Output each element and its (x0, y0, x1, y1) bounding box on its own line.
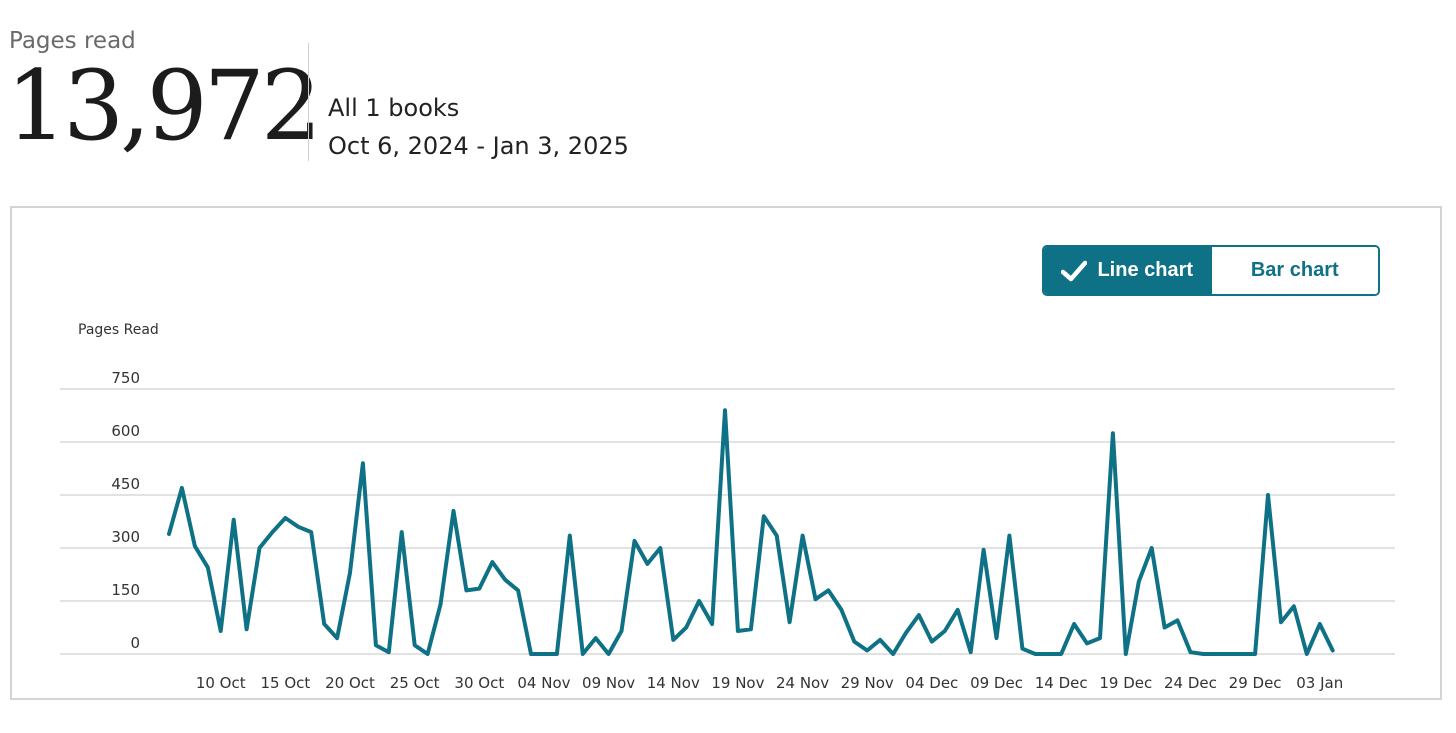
bar-chart-button[interactable]: Bar chart (1210, 247, 1378, 294)
y-tick-label: 150 (111, 581, 140, 599)
line-chart-label: Line chart (1097, 259, 1194, 281)
y-tick-label: 600 (111, 422, 140, 440)
check-icon (1061, 260, 1088, 281)
x-tick-labels: 10 Oct 15 Oct 20 Oct 25 Oct 30 Oct 04 Nov 09 N… (196, 674, 1343, 692)
total-pages-value: 13,972 (6, 50, 322, 162)
x-tick-label: 04 Nov (517, 674, 570, 692)
x-tick-label: 29 Nov (841, 674, 894, 692)
x-tick-label: 24 Nov (776, 674, 829, 692)
x-tick-label: 29 Dec (1229, 674, 1282, 692)
x-tick-label: 14 Dec (1035, 674, 1088, 692)
y-tick-labels: 0 150 300 450 600 750 (111, 369, 140, 652)
x-tick-label: 09 Nov (582, 674, 635, 692)
x-tick-label: 14 Nov (647, 674, 700, 692)
x-tick-label: 10 Oct (196, 674, 246, 692)
header-divider (308, 43, 309, 161)
line-chart-button[interactable]: Line chart (1044, 247, 1211, 294)
date-range: Oct 6, 2024 - Jan 3, 2025 (328, 132, 629, 160)
x-tick-label: 15 Oct (260, 674, 310, 692)
y-axis-title: Pages Read (78, 322, 159, 338)
y-tick-label: 450 (111, 475, 140, 493)
y-tick-label: 750 (111, 369, 140, 387)
x-tick-label: 19 Dec (1099, 674, 1152, 692)
y-tick-label: 0 (130, 634, 140, 652)
series-line-0 (167, 408, 1335, 656)
x-tick-label: 04 Dec (905, 674, 958, 692)
y-tick-label: 300 (111, 528, 140, 546)
x-tick-label: 19 Nov (711, 674, 764, 692)
pages-read-label: Pages read (9, 28, 136, 54)
x-tick-label: 25 Oct (390, 674, 440, 692)
series-lines (167, 408, 1335, 656)
x-tick-label: 24 Dec (1164, 674, 1217, 692)
x-tick-label: 30 Oct (454, 674, 504, 692)
x-tick-label: 20 Oct (325, 674, 375, 692)
x-tick-label: 09 Dec (970, 674, 1023, 692)
x-tick-label: 03 Jan (1296, 674, 1343, 692)
books-summary: All 1 books (328, 94, 460, 122)
chart-type-toggle: Line chart Bar chart (1042, 245, 1380, 296)
bar-chart-label: Bar chart (1250, 259, 1339, 281)
